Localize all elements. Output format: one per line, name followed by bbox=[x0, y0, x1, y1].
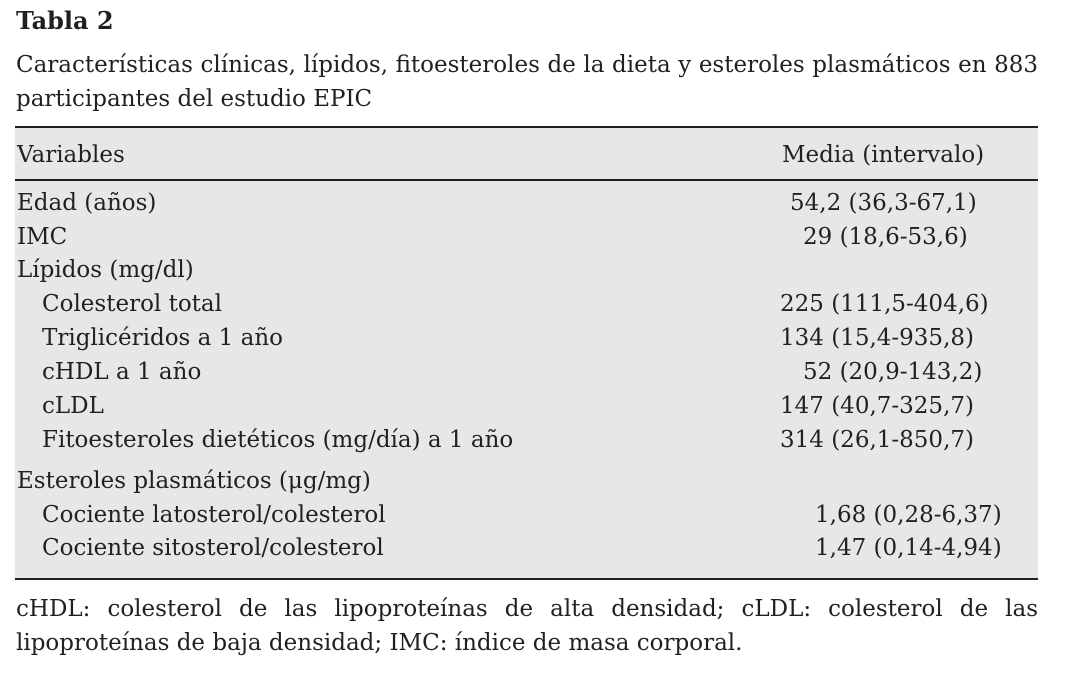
table-row: Fitoesteroles dietéticos (mg/día) a 1 añ… bbox=[15, 427, 1038, 461]
row-value: 54,2 (36,3-67,1) bbox=[790, 190, 977, 216]
row-value: 1,47 (0,14-4,94) bbox=[815, 535, 1002, 561]
table-title: Tabla 2 bbox=[16, 6, 114, 35]
table-row: Cociente sitosterol/colesterol 1,47 (0,14… bbox=[15, 535, 1038, 569]
table-header: Variables Media (intervalo) bbox=[15, 128, 1038, 181]
row-label: Cociente sitosterol/colesterol bbox=[42, 535, 384, 561]
data-table: Variables Media (intervalo) Edad (años) 5… bbox=[15, 126, 1038, 580]
row-value: 134 (15,4-935,8) bbox=[780, 325, 974, 351]
table-row: Colesterol total 225 (111,5-404,6) bbox=[15, 291, 1038, 325]
row-label: Colesterol total bbox=[42, 291, 222, 317]
row-label: cLDL bbox=[42, 393, 104, 419]
row-label: Fitoesteroles dietéticos (mg/día) a 1 añ… bbox=[42, 427, 514, 453]
table-row: Cociente latosterol/colesterol 1,68 (0,28… bbox=[15, 502, 1038, 536]
row-label: Edad (años) bbox=[17, 190, 157, 216]
table-row: Triglicéridos a 1 año 134 (15,4-935,8) bbox=[15, 325, 1038, 359]
row-value: 52 (20,9-143,2) bbox=[803, 359, 983, 385]
header-variables: Variables bbox=[17, 142, 125, 168]
table-row: Esteroles plasmáticos (μg/mg) bbox=[15, 468, 1038, 502]
row-value: 29 (18,6-53,6) bbox=[803, 224, 968, 250]
row-label: Esteroles plasmáticos (μg/mg) bbox=[17, 468, 371, 494]
table-row: IMC 29 (18,6-53,6) bbox=[15, 224, 1038, 258]
table-caption: Características clínicas, lípidos, fitoe… bbox=[16, 52, 1038, 112]
row-value: 147 (40,7-325,7) bbox=[780, 393, 974, 419]
table-row: Lípidos (mg/dl) bbox=[15, 257, 1038, 291]
row-value: 225 (111,5-404,6) bbox=[780, 291, 989, 317]
row-value: 314 (26,1-850,7) bbox=[780, 427, 974, 453]
row-label: Lípidos (mg/dl) bbox=[17, 257, 194, 283]
row-label: IMC bbox=[17, 224, 68, 250]
row-label: Triglicéridos a 1 año bbox=[42, 325, 283, 351]
table-row: cHDL a 1 año 52 (20,9-143,2) bbox=[15, 359, 1038, 393]
table-footnote: cHDL: colesterol de las lipoproteínas de… bbox=[16, 596, 1038, 656]
table-row: cLDL 147 (40,7-325,7) bbox=[15, 393, 1038, 427]
table-row: Edad (años) 54,2 (36,3-67,1) bbox=[15, 190, 1038, 224]
header-media: Media (intervalo) bbox=[782, 142, 985, 168]
row-value: 1,68 (0,28-6,37) bbox=[815, 502, 1002, 528]
row-label: Cociente latosterol/colesterol bbox=[42, 502, 386, 528]
row-label: cHDL a 1 año bbox=[42, 359, 202, 385]
